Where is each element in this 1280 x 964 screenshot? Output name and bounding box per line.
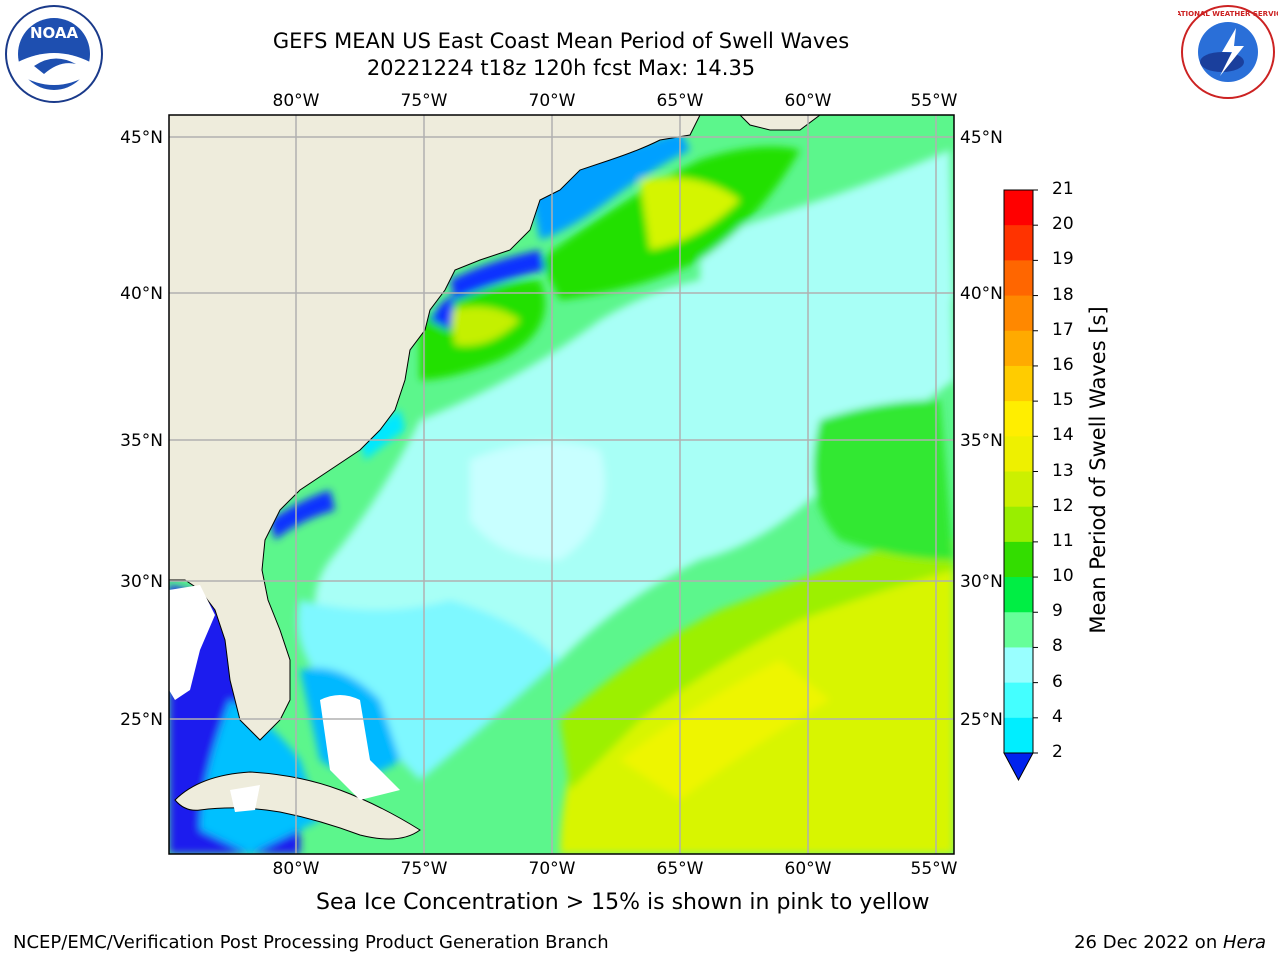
lon-label-top: 80°W bbox=[273, 91, 320, 111]
colorbar bbox=[1003, 189, 1038, 782]
lat-label-right: 25°N bbox=[960, 710, 1003, 730]
colorbar-tick-label: 21 bbox=[1052, 179, 1074, 199]
colorbar-segment bbox=[1004, 506, 1033, 543]
colorbar-segment bbox=[1004, 682, 1033, 719]
nws-logo-text: NATIONAL WEATHER SERVICE bbox=[1178, 10, 1278, 18]
lon-label-bottom: 75°W bbox=[401, 859, 448, 879]
lon-label-top: 70°W bbox=[529, 91, 576, 111]
axis-labels: 80°W 75°W 70°W 65°W 60°W 55°W 80°W 75°W … bbox=[120, 91, 1003, 879]
noaa-logo-text: NOAA bbox=[30, 24, 79, 42]
land-mass-north-america bbox=[169, 115, 701, 741]
map-graticule bbox=[169, 115, 954, 854]
region-2-6s bbox=[530, 130, 690, 240]
colorbar-segment bbox=[1004, 436, 1033, 472]
colorbar-tick-label: 15 bbox=[1052, 390, 1074, 411]
chart-subtitle: 20221224 t18z 120h fcst Max: 14.35 bbox=[366, 56, 756, 80]
colorbar-segment bbox=[1004, 190, 1033, 226]
lon-label-bottom: 60°W bbox=[785, 859, 832, 879]
colorbar-segment bbox=[1004, 612, 1033, 648]
colorbar-title: Mean Period of Swell Waves [s] bbox=[1086, 306, 1110, 634]
lon-label-top: 60°W bbox=[785, 91, 832, 111]
colorbar-segment bbox=[1004, 225, 1033, 261]
map-plot-area bbox=[169, 115, 954, 854]
lon-label-bottom: 80°W bbox=[273, 859, 320, 879]
colorbar-tick-label: 16 bbox=[1052, 354, 1074, 375]
lat-label-right: 40°N bbox=[960, 284, 1003, 304]
lon-label-bottom: 65°W bbox=[657, 859, 704, 879]
nws-logo: NATIONAL WEATHER SERVICE bbox=[1170, 4, 1280, 104]
footer-date: 26 Dec 2022 on Hera bbox=[1074, 932, 1266, 953]
colorbar-segment bbox=[1004, 330, 1033, 367]
colorbar-tick-label: 17 bbox=[1052, 319, 1074, 340]
lon-label-top: 55°W bbox=[911, 91, 958, 111]
map-frame bbox=[168, 114, 955, 855]
colorbar-segment bbox=[1004, 260, 1033, 297]
colorbar-tick-label: 8 bbox=[1052, 636, 1063, 657]
colorbar-tick-label: 10 bbox=[1052, 566, 1074, 587]
lat-label-left: 45°N bbox=[120, 128, 163, 148]
land-mass-cuba bbox=[174, 771, 421, 840]
lat-label-left: 40°N bbox=[120, 284, 163, 304]
lon-label-bottom: 70°W bbox=[529, 859, 576, 879]
colorbar-segment bbox=[1004, 401, 1033, 437]
colorbar-segment bbox=[1004, 471, 1033, 508]
footer-branch: NCEP/EMC/Verification Post Processing Pr… bbox=[13, 932, 609, 953]
colorbar-tick-label: 2 bbox=[1052, 742, 1063, 762]
colorbar-segment bbox=[1004, 717, 1033, 754]
colorbar-tick-label: 12 bbox=[1052, 495, 1074, 516]
colorbar-tick-label: 11 bbox=[1052, 530, 1074, 551]
colorbar-tick-label: 4 bbox=[1052, 706, 1063, 727]
colorbar-tick-label: 14 bbox=[1052, 425, 1074, 446]
lat-label-right: 45°N bbox=[960, 128, 1003, 148]
colorbar-tick-label: 19 bbox=[1052, 249, 1074, 270]
lat-label-right: 30°N bbox=[960, 572, 1003, 592]
lat-label-right: 35°N bbox=[960, 431, 1003, 451]
colorbar-segment bbox=[1004, 577, 1033, 613]
colorbar-tick-label: 18 bbox=[1052, 284, 1074, 305]
colorbar-segment bbox=[1004, 647, 1033, 684]
footer-machine: Hera bbox=[1222, 932, 1266, 953]
lat-label-left: 30°N bbox=[120, 572, 163, 592]
lat-label-left: 25°N bbox=[120, 710, 163, 730]
chart-title: GEFS MEAN US East Coast Mean Period of S… bbox=[272, 29, 850, 53]
lon-label-bottom: 55°W bbox=[911, 859, 958, 879]
colorbar-tick-label: 13 bbox=[1052, 460, 1074, 481]
colorbar-segment bbox=[1004, 295, 1033, 332]
colorbar-tick-label: 9 bbox=[1052, 601, 1063, 622]
colorbar-segment bbox=[1004, 365, 1033, 402]
lat-label-left: 35°N bbox=[120, 431, 163, 451]
colorbar-tick-label: 6 bbox=[1052, 671, 1063, 692]
sea-ice-caption: Sea Ice Concentration > 15% is shown in … bbox=[316, 890, 930, 915]
lon-label-top: 65°W bbox=[657, 91, 704, 111]
colorbar-extend-arrow bbox=[1003, 752, 1034, 782]
lon-label-top: 75°W bbox=[401, 91, 448, 111]
colorbar-tick-label: 20 bbox=[1052, 214, 1074, 235]
colorbar-segment bbox=[1004, 541, 1033, 578]
footer-date-text: 26 Dec 2022 on bbox=[1074, 932, 1223, 953]
noaa-logo: NOAA bbox=[4, 4, 104, 108]
